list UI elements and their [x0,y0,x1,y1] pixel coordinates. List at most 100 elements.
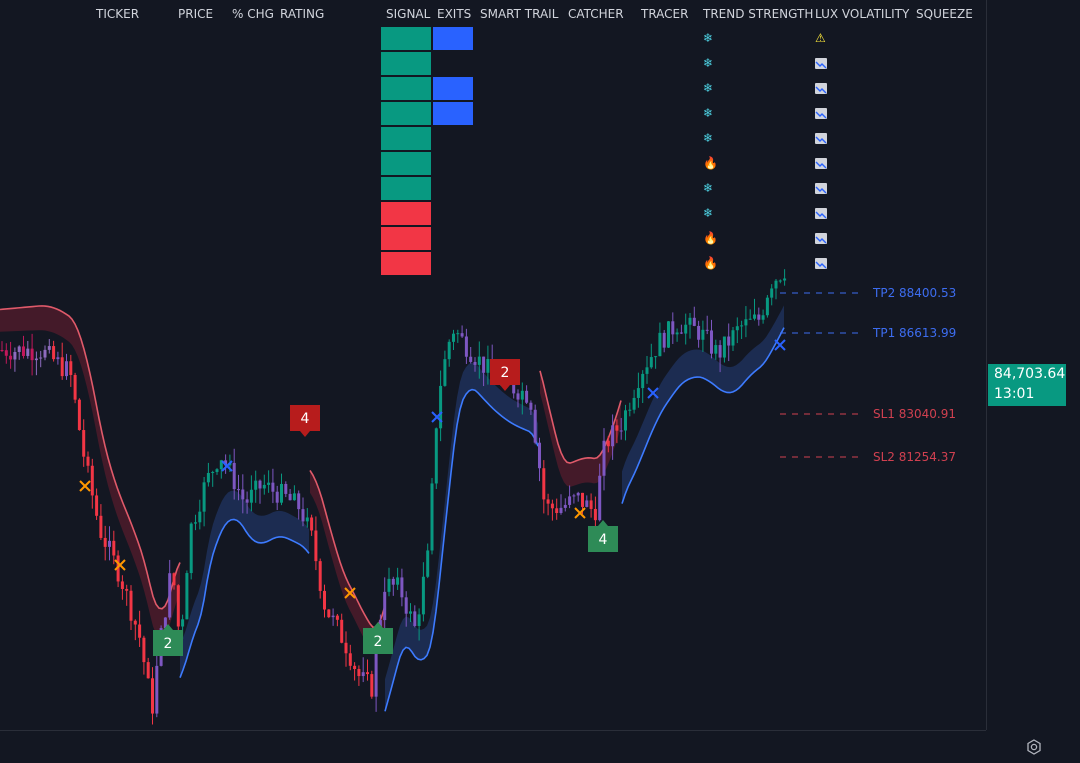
candle [464,328,468,364]
price-chart[interactable]: 4 2 2 2 4 TP2 88400.53 TP1 86613.99 SL1 83040.… [0,0,986,730]
reversal-cross-marker [647,387,659,399]
candle [39,350,43,368]
column-header-lux-volatility[interactable]: LUX VOLATILITY [815,7,910,21]
candle [409,603,412,623]
candle [254,470,258,503]
candle [353,662,357,681]
candle [82,419,86,467]
candle [4,343,8,364]
column-header-trend-strength[interactable]: TREND STRENGTH [703,7,814,21]
candle [280,473,283,506]
candle [753,298,756,321]
column-header-price[interactable]: PRICE [178,7,214,21]
snowflake-icon: ❄ [703,181,714,195]
volatility-chart-icon [815,133,827,144]
screener-table: TICKER PRICE % CHG RATING SIGNAL EXITS SMART T… [0,0,990,280]
candle [258,479,262,504]
bar-countdown: 13:01 [994,386,1035,402]
level-label: SL1 83040.91 [873,407,956,421]
bullish-signal-badge[interactable]: 2 [363,622,393,654]
snowflake-icon: ❄ [703,131,714,145]
candle [400,568,404,607]
column-header-smart-trail[interactable]: SMART TRAIL [480,7,559,21]
signal-cell [381,102,431,125]
column-header-catcher[interactable]: CATCHER [568,7,624,21]
snowflake-icon: ❄ [703,31,714,45]
level-label: TP2 88400.53 [872,286,956,300]
candle [710,319,713,359]
smart-trail-line [384,388,539,712]
candle [120,575,124,600]
current-price-label: 84,703.64 13:01 [988,364,1066,406]
time-axis[interactable] [0,730,986,763]
signal-cell [381,202,431,225]
candle [525,385,529,404]
exit-cross-marker [79,480,91,492]
snowflake-icon: ❄ [703,81,714,95]
candle [206,462,210,487]
signal-cell [381,27,431,50]
candle [331,608,335,626]
candle [245,491,249,514]
settings-gear-icon[interactable] [1026,739,1042,755]
smart-trail-line [179,518,310,678]
candle [413,605,417,628]
candle [86,451,90,473]
reversal-cross-marker [774,339,786,351]
column-header-tracer[interactable]: TRACER [641,7,689,21]
exit-cross-marker [344,587,356,599]
candle [370,670,374,699]
candle [434,427,438,490]
column-header--chg[interactable]: % CHG [232,7,274,21]
candle [456,329,460,343]
candle [744,306,748,338]
column-header-rating[interactable]: RATING [280,7,325,21]
candle [576,491,580,502]
candle [679,324,683,335]
candle [194,514,197,531]
candle [714,339,718,360]
candle [593,496,597,527]
candle [172,572,176,590]
signal-cell [381,52,431,75]
candle [731,326,735,351]
candle [361,657,365,683]
bearish-signal-badge[interactable]: 2 [490,359,520,391]
candle [60,342,64,380]
candle [262,474,266,495]
smart-trail-band [622,305,784,504]
candle [176,584,180,633]
candle [718,340,722,373]
exit-cross-marker [574,507,586,519]
bullish-signal-badge[interactable]: 2 [153,624,183,656]
level-label: SL2 81254.37 [873,450,956,464]
badge-label: 2 [501,365,510,381]
candle [9,341,13,369]
candle [589,493,593,518]
price-axis[interactable] [986,0,1080,730]
stop-loss-level: SL2 81254.37 [780,450,956,464]
candle [649,343,653,369]
candle [69,354,73,387]
candle [701,320,705,352]
candle [645,355,649,384]
candle [619,417,623,440]
reversal-cross-marker [221,460,233,472]
bullish-signal-badge[interactable]: 4 [588,520,618,552]
volatility-chart-icon [815,58,827,69]
candle [765,295,769,318]
column-header-ticker[interactable]: TICKER [96,7,140,21]
candle [26,340,30,359]
candle [748,309,752,320]
column-header-squeeze[interactable]: SQUEEZE [916,7,973,21]
bearish-signal-badge[interactable]: 4 [290,405,320,437]
candle [688,313,692,339]
candle [112,530,116,565]
candle [391,576,395,596]
column-header-signal[interactable]: SIGNAL [386,7,431,21]
candle [628,402,632,417]
candle [43,345,47,361]
exit-count-cell [433,102,473,125]
candle [52,340,56,362]
column-header-exits[interactable]: EXITS [437,7,472,21]
